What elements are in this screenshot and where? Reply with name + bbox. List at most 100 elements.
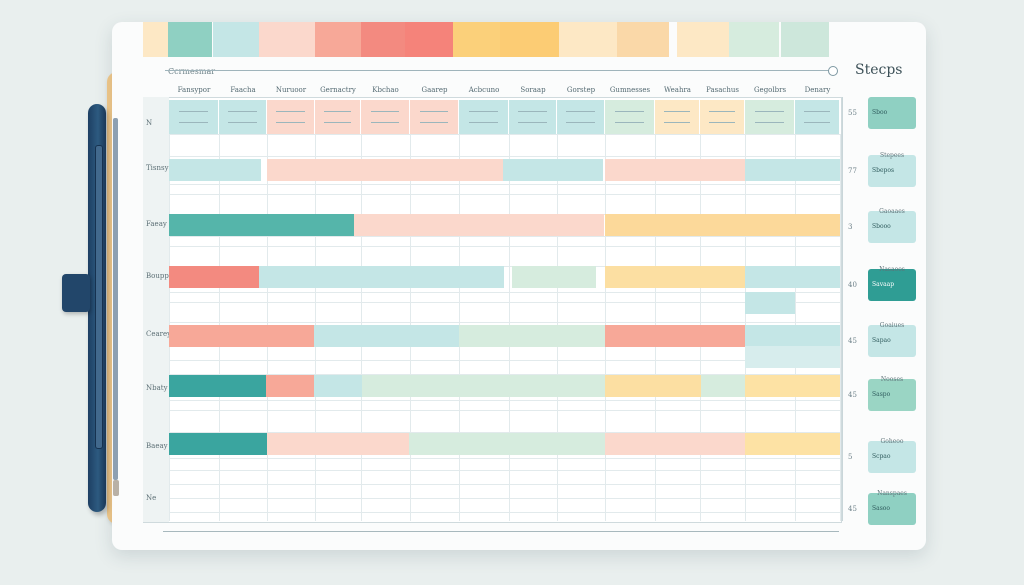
row-label-column (143, 97, 169, 522)
side-card-label: Savaap (872, 281, 895, 288)
schedule-bar[interactable] (745, 433, 840, 455)
side-card[interactable]: Sbooo (868, 211, 916, 243)
schedule-bar[interactable] (745, 266, 840, 288)
row-label: Ne (146, 494, 157, 502)
row-label: Faeay (146, 220, 167, 228)
color-swatch (453, 22, 500, 57)
schedule-bar[interactable] (605, 214, 840, 236)
schedule-bar[interactable] (362, 375, 605, 397)
column-header: Weahra (664, 86, 691, 94)
schedule-bar[interactable] (745, 292, 795, 314)
grid-row-line (169, 292, 840, 293)
header-cell (745, 100, 794, 134)
color-swatch (729, 22, 779, 57)
schedule-bar[interactable] (701, 375, 745, 397)
schedule-bar[interactable] (169, 325, 314, 347)
side-card[interactable]: Saspo (868, 379, 916, 411)
grid-row-line (169, 410, 840, 411)
grid-row-line (169, 302, 840, 303)
side-caption: Stepees (879, 152, 905, 159)
schedule-bar[interactable] (267, 433, 409, 455)
schedule-bar[interactable] (605, 159, 745, 181)
schedule-bar[interactable] (169, 159, 261, 181)
schedule-bar[interactable] (745, 159, 840, 181)
grid-row-line (169, 360, 840, 361)
side-card[interactable]: Sasoo (868, 493, 916, 525)
side-card[interactable]: Scpao (868, 441, 916, 473)
column-header: Faacha (230, 86, 256, 94)
side-card[interactable]: Sboo (868, 97, 916, 129)
color-swatch (405, 22, 453, 57)
schedule-bar[interactable] (169, 214, 354, 236)
schedule-bar[interactable] (605, 266, 745, 288)
side-index: 77 (848, 167, 857, 175)
planner-small-title: Ccrmesmar (168, 67, 216, 76)
grid-row-line (169, 470, 840, 471)
row-label: Tisnsy (146, 164, 169, 172)
schedule-bar[interactable] (259, 266, 504, 288)
schedule-bar[interactable] (512, 266, 596, 288)
side-index: 3 (848, 223, 853, 231)
side-card-label: Scpao (872, 453, 891, 460)
column-header: Fansypor (177, 86, 211, 94)
schedule-bar[interactable] (314, 375, 362, 397)
schedule-bar[interactable] (605, 433, 745, 455)
pen-cap (62, 274, 90, 312)
color-swatch (500, 22, 559, 57)
schedule-bar[interactable] (605, 325, 745, 347)
circle-icon[interactable] (828, 66, 838, 76)
color-swatch (259, 22, 315, 57)
header-cell (557, 100, 604, 134)
header-cell (410, 100, 458, 134)
side-index: 55 (848, 109, 857, 117)
column-header: Gorstep (566, 86, 596, 94)
title-rule (165, 70, 830, 71)
grid-row-line (169, 512, 840, 513)
side-card[interactable]: Sbepos (868, 155, 916, 187)
side-index: 45 (848, 337, 857, 345)
schedule-bar[interactable] (169, 433, 267, 455)
header-cell (795, 100, 839, 134)
schedule-bar[interactable] (605, 375, 701, 397)
row-label: Nbaty (146, 384, 168, 392)
schedule-bar[interactable] (745, 325, 840, 347)
color-swatch (213, 22, 259, 57)
grid-row-line (169, 194, 840, 195)
schedule-bar[interactable] (314, 325, 459, 347)
color-swatch (617, 22, 669, 57)
header-cell (509, 100, 556, 134)
schedule-bar[interactable] (169, 375, 266, 397)
column-header: Pasachus (706, 86, 739, 94)
side-card[interactable]: Savaap (868, 269, 916, 301)
side-caption: Goaiues (879, 322, 905, 329)
grid-row-line (169, 322, 840, 323)
schedule-bar[interactable] (745, 375, 840, 397)
color-swatch (677, 22, 729, 57)
grid-row-line (169, 400, 840, 401)
column-header: Gegolbrs (753, 86, 787, 94)
schedule-bar[interactable] (354, 214, 604, 236)
side-card-label: Sboo (872, 109, 888, 116)
schedule-bar[interactable] (267, 159, 503, 181)
color-swatch (781, 22, 829, 57)
side-index: 40 (848, 281, 857, 289)
schedule-bar[interactable] (169, 266, 259, 288)
color-swatch (361, 22, 405, 57)
side-caption: Nasaoos (879, 266, 905, 273)
column-header: Gumnesses (609, 86, 651, 94)
grid-row-line (169, 374, 840, 375)
pen-clip (95, 145, 103, 449)
side-card[interactable]: Sapao (868, 325, 916, 357)
grid-row-line (169, 246, 840, 247)
schedule-bar[interactable] (266, 375, 314, 397)
schedule-bar[interactable] (409, 433, 605, 455)
header-cell (700, 100, 744, 134)
grid-row-line (169, 236, 840, 237)
grid-row-line (169, 266, 840, 267)
schedule-bar[interactable] (503, 159, 603, 181)
pencil-tip (113, 480, 119, 496)
schedule-bar[interactable] (745, 346, 840, 368)
schedule-bar[interactable] (459, 325, 605, 347)
row-label: Cearey (146, 330, 172, 338)
pencil (113, 118, 118, 480)
